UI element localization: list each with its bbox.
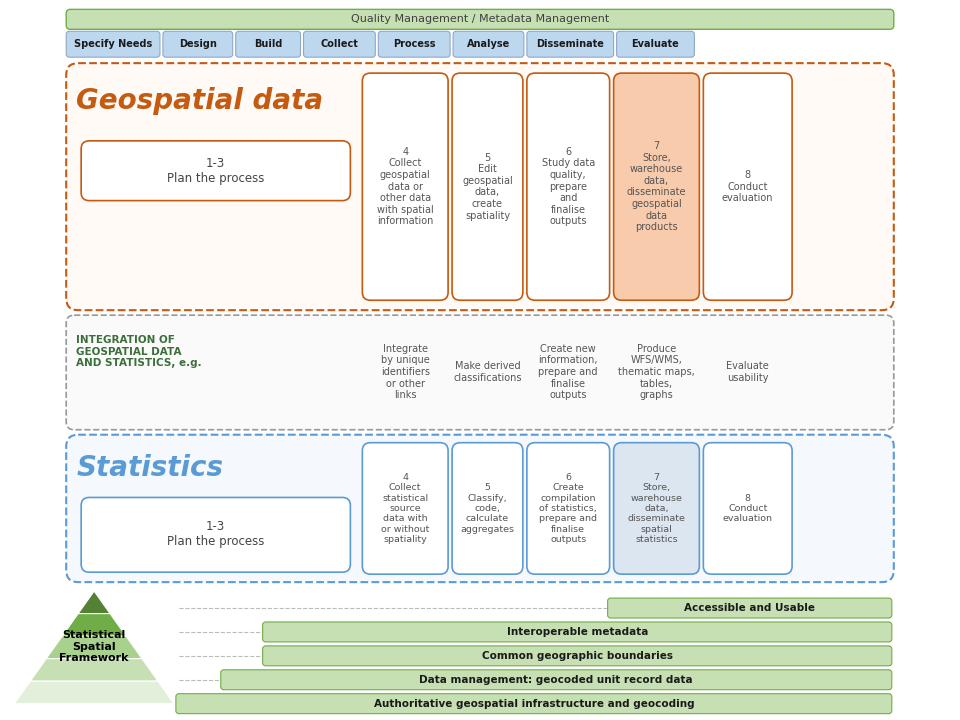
Text: Integrate
by unique
identifiers
or other
links: Integrate by unique identifiers or other… <box>381 343 430 400</box>
FancyBboxPatch shape <box>527 73 610 300</box>
FancyBboxPatch shape <box>616 31 694 57</box>
FancyBboxPatch shape <box>263 622 892 642</box>
Text: Evaluate
usability: Evaluate usability <box>727 361 769 383</box>
Text: 8
Conduct
evaluation: 8 Conduct evaluation <box>722 170 774 203</box>
Text: Quality Management / Metadata Management: Quality Management / Metadata Management <box>350 14 610 24</box>
Text: Analyse: Analyse <box>467 39 510 49</box>
FancyBboxPatch shape <box>263 646 892 666</box>
FancyBboxPatch shape <box>608 598 892 618</box>
Polygon shape <box>78 591 110 613</box>
FancyBboxPatch shape <box>613 73 700 300</box>
Text: 7
Store,
warehouse
data,
disseminate
geospatial
data
products: 7 Store, warehouse data, disseminate geo… <box>627 141 686 233</box>
Text: 1-3
Plan the process: 1-3 Plan the process <box>167 521 264 549</box>
Text: Process: Process <box>393 39 436 49</box>
FancyBboxPatch shape <box>303 31 375 57</box>
Text: Authoritative geospatial infrastructure and geocoding: Authoritative geospatial infrastructure … <box>373 698 694 708</box>
FancyBboxPatch shape <box>362 443 448 574</box>
Text: Geospatial data: Geospatial data <box>76 87 324 115</box>
FancyBboxPatch shape <box>453 31 524 57</box>
Text: INTEGRATION OF
GEOSPATIAL DATA
AND STATISTICS, e.g.: INTEGRATION OF GEOSPATIAL DATA AND STATI… <box>76 335 202 369</box>
FancyBboxPatch shape <box>82 498 350 572</box>
FancyBboxPatch shape <box>66 9 894 30</box>
Text: Build: Build <box>254 39 282 49</box>
Text: 5
Classify,
code,
calculate
aggregates: 5 Classify, code, calculate aggregates <box>461 483 515 534</box>
Text: 5
Edit
geospatial
data,
create
spatiality: 5 Edit geospatial data, create spatialit… <box>462 153 513 220</box>
FancyBboxPatch shape <box>236 31 300 57</box>
FancyBboxPatch shape <box>66 435 894 582</box>
Polygon shape <box>46 636 142 659</box>
FancyBboxPatch shape <box>362 73 448 300</box>
FancyBboxPatch shape <box>221 670 892 690</box>
Text: Common geographic boundaries: Common geographic boundaries <box>482 651 673 661</box>
FancyBboxPatch shape <box>613 443 700 574</box>
FancyBboxPatch shape <box>66 31 160 57</box>
Text: Statistical
Spatial
Framework: Statistical Spatial Framework <box>60 630 129 664</box>
Text: 6
Create
compilation
of statistics,
prepare and
finalise
outputs: 6 Create compilation of statistics, prep… <box>540 473 597 544</box>
FancyBboxPatch shape <box>527 443 610 574</box>
FancyBboxPatch shape <box>163 31 232 57</box>
FancyBboxPatch shape <box>82 141 350 201</box>
Polygon shape <box>62 613 126 636</box>
FancyBboxPatch shape <box>378 31 450 57</box>
Text: Statistics: Statistics <box>76 454 223 482</box>
FancyBboxPatch shape <box>704 73 792 300</box>
Text: Specify Needs: Specify Needs <box>74 39 153 49</box>
Text: Design: Design <box>179 39 217 49</box>
Polygon shape <box>14 681 174 703</box>
Text: Produce
WFS/WMS,
thematic maps,
tables,
graphs: Produce WFS/WMS, thematic maps, tables, … <box>618 343 695 400</box>
Text: Make derived
classifications: Make derived classifications <box>453 361 521 383</box>
Text: 7
Store,
warehouse
data,
disseminate
spatial
statistics: 7 Store, warehouse data, disseminate spa… <box>628 473 685 544</box>
Text: Data management: geocoded unit record data: Data management: geocoded unit record da… <box>420 675 693 685</box>
Text: 6
Study data
quality,
prepare
and
finalise
outputs: 6 Study data quality, prepare and finali… <box>541 147 595 227</box>
Text: 4
Collect
statistical
source
data with
or without
spatiality: 4 Collect statistical source data with o… <box>381 473 429 544</box>
Polygon shape <box>31 659 158 681</box>
FancyBboxPatch shape <box>176 693 892 714</box>
FancyBboxPatch shape <box>452 73 523 300</box>
FancyBboxPatch shape <box>66 315 894 430</box>
FancyBboxPatch shape <box>66 63 894 310</box>
FancyBboxPatch shape <box>704 443 792 574</box>
Text: Interoperable metadata: Interoperable metadata <box>507 627 648 637</box>
Text: Create new
information,
prepare and
finalise
outputs: Create new information, prepare and fina… <box>539 343 598 400</box>
Text: Evaluate: Evaluate <box>632 39 680 49</box>
FancyBboxPatch shape <box>452 443 523 574</box>
Text: Collect: Collect <box>321 39 358 49</box>
Text: Disseminate: Disseminate <box>537 39 604 49</box>
Text: Accessible and Usable: Accessible and Usable <box>684 603 815 613</box>
Text: 1-3
Plan the process: 1-3 Plan the process <box>167 157 264 185</box>
Text: 4
Collect
geospatial
data or
other data
with spatial
information: 4 Collect geospatial data or other data … <box>377 147 434 227</box>
Text: 8
Conduct
evaluation: 8 Conduct evaluation <box>723 493 773 523</box>
FancyBboxPatch shape <box>527 31 613 57</box>
